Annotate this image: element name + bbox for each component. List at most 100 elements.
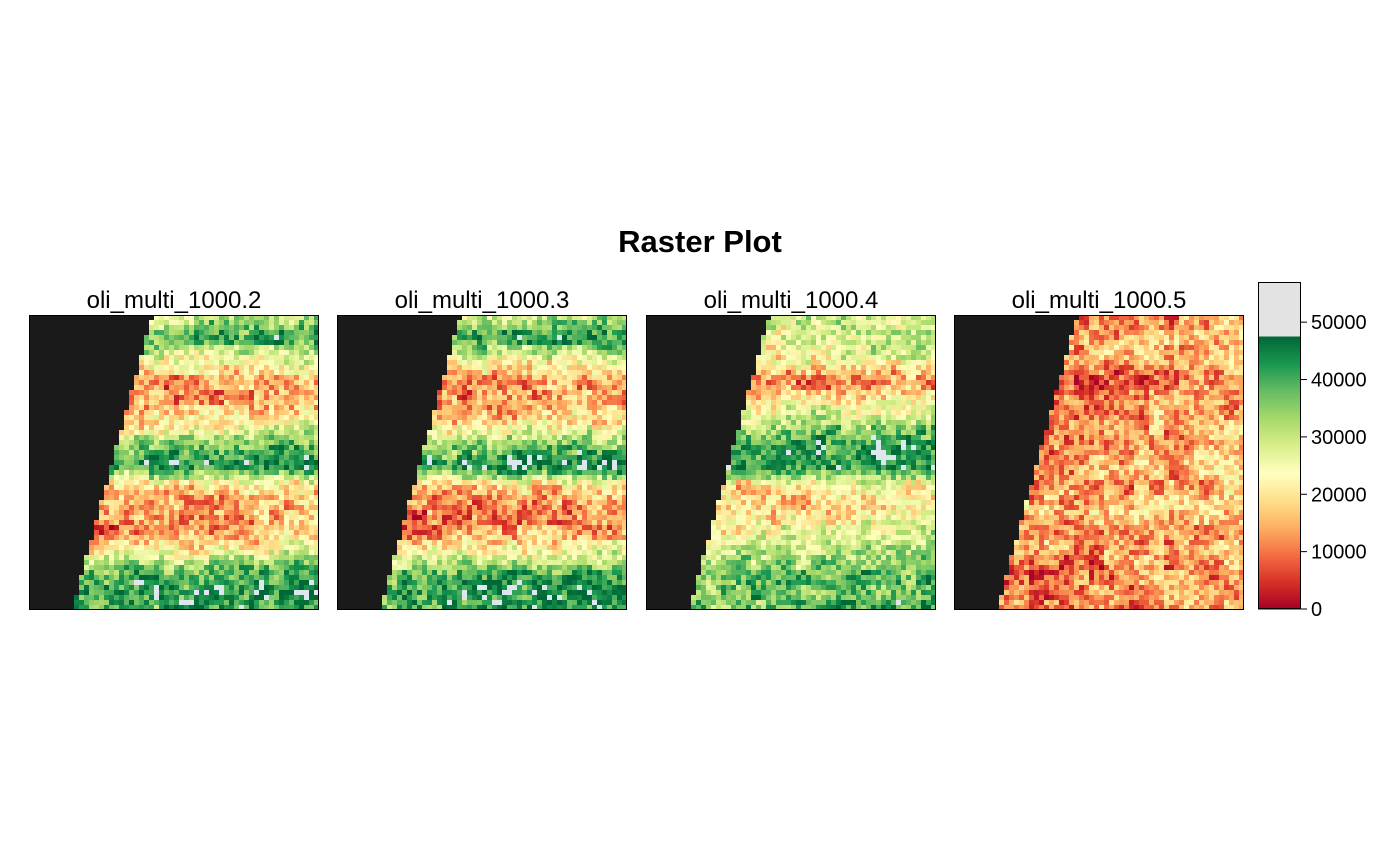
raster-cell bbox=[487, 560, 492, 565]
raster-cell bbox=[567, 325, 572, 330]
raster-cell bbox=[194, 425, 199, 430]
raster-cell bbox=[274, 600, 279, 605]
raster-cell bbox=[289, 340, 294, 345]
raster-cell bbox=[512, 315, 517, 320]
raster-cell bbox=[402, 595, 407, 600]
raster-cell bbox=[134, 555, 139, 560]
raster-cell bbox=[582, 555, 587, 560]
raster-cell bbox=[244, 535, 249, 540]
raster-cell bbox=[467, 510, 472, 515]
raster-cell bbox=[179, 360, 184, 365]
raster-cell bbox=[209, 550, 214, 555]
raster-cell bbox=[289, 440, 294, 445]
raster-cell bbox=[467, 365, 472, 370]
raster-cell bbox=[229, 540, 234, 545]
raster-cell bbox=[577, 485, 582, 490]
raster-cell bbox=[442, 550, 447, 555]
raster-cell bbox=[109, 510, 114, 515]
raster-cell bbox=[169, 575, 174, 580]
raster-cell bbox=[916, 315, 921, 320]
raster-cell bbox=[577, 400, 582, 405]
raster-cell bbox=[164, 495, 169, 500]
raster-cell bbox=[517, 565, 522, 570]
raster-cell bbox=[169, 505, 174, 510]
raster-cell bbox=[199, 375, 204, 380]
raster-cell bbox=[796, 320, 801, 325]
raster-cell bbox=[234, 455, 239, 460]
raster-cell bbox=[507, 440, 512, 445]
raster-cell bbox=[299, 385, 304, 390]
raster-cell bbox=[114, 560, 119, 565]
raster-cell bbox=[274, 480, 279, 485]
raster-cell bbox=[269, 490, 274, 495]
raster-cell bbox=[139, 545, 144, 550]
raster-cell bbox=[542, 395, 547, 400]
raster-cell bbox=[129, 540, 134, 545]
raster-cell bbox=[567, 435, 572, 440]
raster-cell bbox=[239, 560, 244, 565]
raster-cell bbox=[164, 340, 169, 345]
raster-cell bbox=[244, 575, 249, 580]
raster-cell bbox=[437, 600, 442, 605]
raster-cell bbox=[612, 500, 617, 505]
raster-cell bbox=[607, 535, 612, 540]
raster-cell bbox=[532, 475, 537, 480]
raster-cell bbox=[239, 530, 244, 535]
raster-cell bbox=[766, 325, 771, 330]
raster-cell bbox=[547, 355, 552, 360]
raster-cell bbox=[124, 420, 129, 425]
raster-cell bbox=[284, 420, 289, 425]
raster-cell bbox=[502, 565, 507, 570]
raster-cell bbox=[269, 550, 274, 555]
raster-cell bbox=[532, 465, 537, 470]
raster-cell bbox=[174, 505, 179, 510]
raster-cell bbox=[452, 415, 457, 420]
raster-cell bbox=[482, 340, 487, 345]
raster-cell bbox=[592, 385, 597, 390]
raster-cell bbox=[194, 435, 199, 440]
raster-cell bbox=[517, 420, 522, 425]
raster-cell bbox=[229, 545, 234, 550]
raster-cell bbox=[457, 380, 462, 385]
raster-cell bbox=[229, 555, 234, 560]
raster-cell bbox=[592, 340, 597, 345]
raster-cell bbox=[911, 315, 916, 320]
raster-cell bbox=[577, 515, 582, 520]
raster-cell bbox=[134, 470, 139, 475]
raster-cell bbox=[577, 425, 582, 430]
raster-cell bbox=[592, 515, 597, 520]
raster-cell bbox=[432, 445, 437, 450]
raster-cell bbox=[821, 315, 826, 320]
raster-cell bbox=[194, 330, 199, 335]
raster-cell bbox=[139, 390, 144, 395]
raster-cell bbox=[299, 350, 304, 355]
raster-cell bbox=[472, 435, 477, 440]
raster-cell bbox=[309, 455, 314, 460]
raster-cell bbox=[422, 605, 427, 610]
raster-cell bbox=[289, 405, 294, 410]
raster-cell bbox=[477, 330, 482, 335]
raster-cell bbox=[572, 330, 577, 335]
raster-cell bbox=[532, 355, 537, 360]
raster-cell bbox=[597, 360, 602, 365]
raster-cell bbox=[204, 410, 209, 415]
raster-cell bbox=[422, 480, 427, 485]
raster-cell bbox=[169, 440, 174, 445]
raster-cell bbox=[582, 460, 587, 465]
raster-cell bbox=[452, 555, 457, 560]
raster-cell bbox=[467, 520, 472, 525]
raster-cell bbox=[497, 495, 502, 500]
raster-cell bbox=[542, 510, 547, 515]
raster-cell bbox=[462, 360, 467, 365]
raster-cell bbox=[144, 430, 149, 435]
raster-cell bbox=[512, 565, 517, 570]
raster-cell bbox=[164, 380, 169, 385]
raster-cell bbox=[189, 575, 194, 580]
raster-cell bbox=[129, 535, 134, 540]
raster-cell bbox=[522, 330, 527, 335]
raster-cell bbox=[522, 505, 527, 510]
raster-cell bbox=[189, 590, 194, 595]
raster-cell bbox=[244, 515, 249, 520]
raster-cell bbox=[149, 525, 154, 530]
raster-cell bbox=[607, 445, 612, 450]
